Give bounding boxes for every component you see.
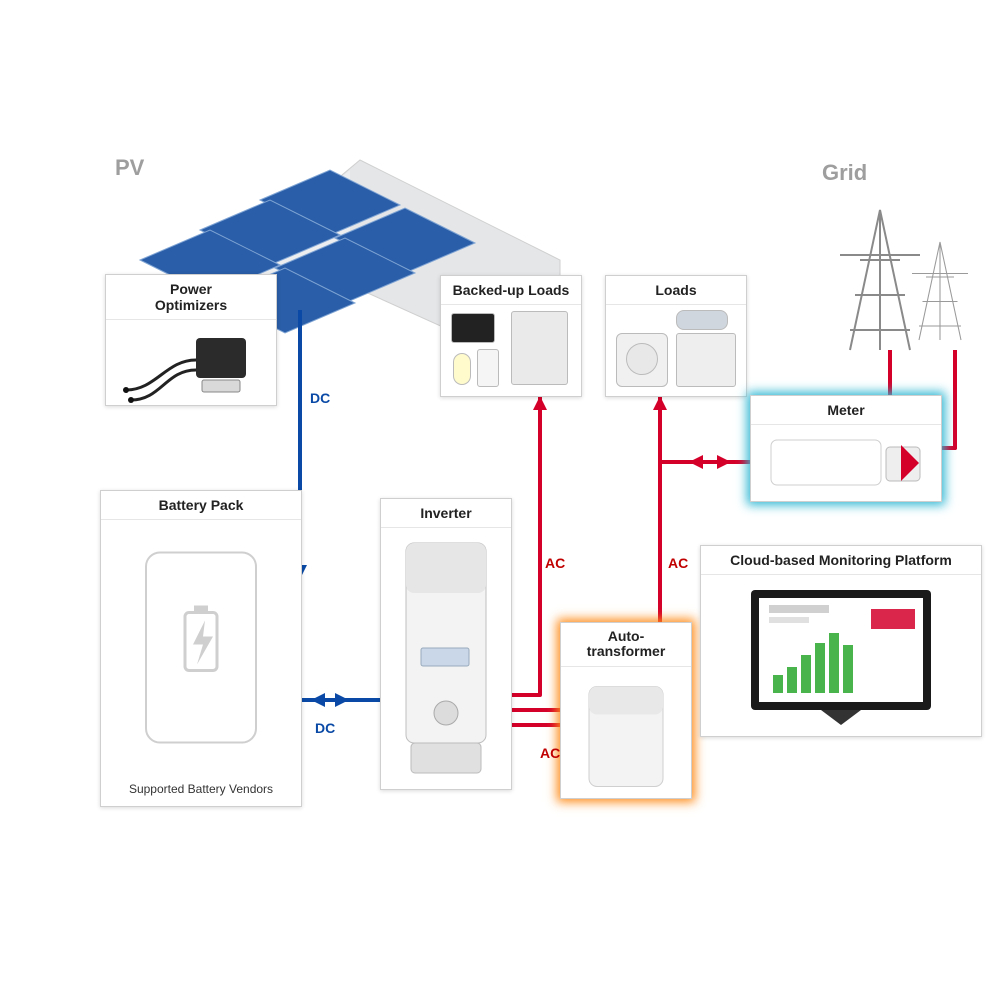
ac-tag-3: AC [540,745,560,761]
grid-section-label: Grid [822,160,867,186]
optimizer-icon [106,320,276,420]
loads-box: Loads [605,275,747,397]
autotransformer-icon [561,667,691,812]
battery-pack-box: Battery Pack Supported Battery Vendors [100,490,302,807]
monitor-icon [701,575,981,735]
loads-icons [606,305,746,395]
loads-title: Loads [606,276,746,305]
dc-tag-1: DC [310,390,330,406]
ac-tag-1: AC [545,555,565,571]
inverter-icon [381,528,511,788]
backed-up-loads-icons [441,305,581,395]
monitoring-box: Cloud-based Monitoring Platform [700,545,982,737]
dc-tag-2: DC [315,720,335,736]
power-optimizers-box: Power Optimizers [105,274,277,406]
meter-icon [751,425,941,500]
solar-system-diagram: { "canvas": { "w": 1000, "h": 1000, "bg"… [0,0,1000,1000]
pv-section-label: PV [115,155,144,181]
autotransformer-box: Auto- transformer [560,622,692,799]
ac-tag-2: AC [668,555,688,571]
inverter-title: Inverter [381,499,511,528]
backed-up-loads-box: Backed-up Loads [440,275,582,397]
backed-up-loads-title: Backed-up Loads [441,276,581,305]
battery-icon [101,520,301,805]
autotransformer-title: Auto- transformer [561,623,691,667]
power-optimizers-title: Power Optimizers [106,275,276,320]
monitoring-title: Cloud-based Monitoring Platform [701,546,981,575]
meter-box: Meter [750,395,942,502]
meter-title: Meter [751,396,941,425]
battery-pack-title: Battery Pack [101,491,301,520]
battery-footer: Supported Battery Vendors [101,782,301,796]
inverter-box: Inverter [380,498,512,790]
